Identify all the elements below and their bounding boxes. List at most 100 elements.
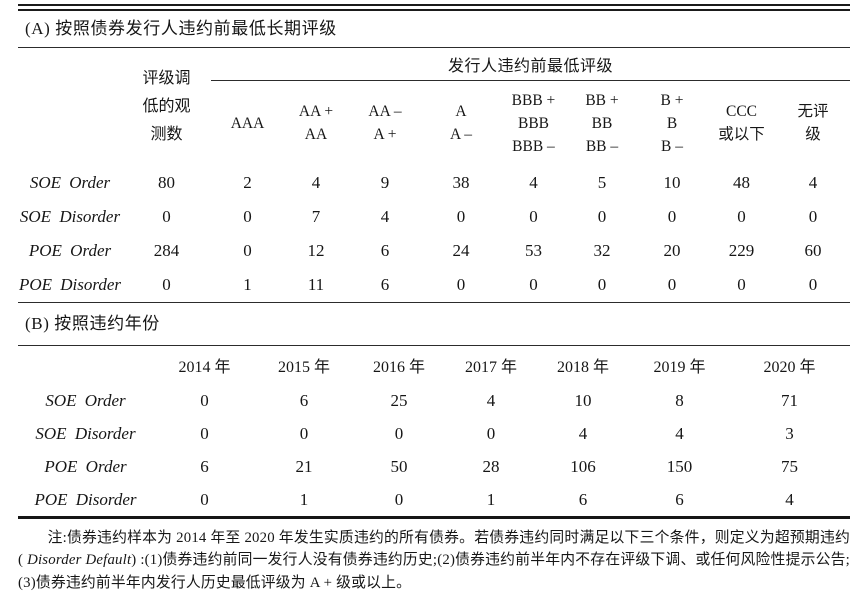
rating-column-header: CCC 或以下	[718, 103, 765, 144]
table-row-poe-disorder: POE Disorder 0 1 0 1 6 6 4	[18, 483, 850, 516]
data-cell: 229	[728, 241, 755, 260]
data-cell: 4	[486, 390, 496, 410]
data-cell: 0	[200, 423, 209, 443]
data-cell: 0	[394, 489, 404, 509]
data-cell: 0	[597, 207, 607, 226]
table-row-soe-disorder: SOE Disorder 0 0 0 0 4 4 3	[18, 417, 850, 450]
data-cell: 20	[663, 241, 681, 260]
data-cell: 7	[311, 207, 321, 226]
corner-cell	[18, 48, 122, 166]
data-cell: 9	[380, 173, 390, 192]
data-cell: 50	[390, 456, 408, 476]
row-label: POE Disorder	[34, 489, 137, 509]
row-label: POE Order	[28, 241, 112, 260]
obs-count-cell: 0	[162, 275, 171, 294]
data-cell: 25	[390, 390, 408, 410]
panel-b-title-rule	[18, 345, 850, 346]
data-cell: 8	[675, 390, 684, 410]
data-cell: 4	[380, 207, 390, 226]
obs-count-cell: 80	[158, 173, 175, 192]
row-label: SOE Disorder	[35, 423, 136, 443]
data-cell: 3	[785, 423, 794, 443]
table-bottom-rule	[18, 516, 850, 519]
data-cell: 28	[482, 456, 500, 476]
data-cell: 4	[529, 173, 538, 192]
data-cell: 0	[529, 275, 538, 294]
data-cell: 0	[597, 275, 607, 294]
data-cell: 4	[578, 423, 588, 443]
panel-a-header-row-1: 评级调 低的观 测数 发行人违约前最低评级	[18, 48, 851, 143]
data-cell: 0	[200, 390, 209, 410]
data-cell: 6	[578, 489, 588, 509]
data-cell: 12	[307, 241, 325, 260]
year-column-header: 2020 年	[763, 359, 816, 376]
table-row-poe-order: POE Order 284 0 12 6 24 53 32 20 229 60	[18, 234, 850, 268]
data-cell: 0	[299, 423, 309, 443]
panel-a-bottom-rule	[18, 302, 850, 303]
data-cell: 0	[737, 207, 746, 226]
panel-a-title: (A) 按照债券发行人违约前最低长期评级	[25, 19, 337, 38]
data-cell: 71	[781, 390, 798, 410]
note-italic-term: Disorder Default	[27, 552, 132, 569]
table-row-poe-order: POE Order 6 21 50 28 106 150 75	[18, 450, 850, 483]
row-label: SOE Order	[45, 390, 126, 410]
data-cell: 32	[593, 241, 611, 260]
panel-a-header-row-2: AAA AA + AA AA – A + A A – BBB + BBB BBB…	[18, 80, 850, 166]
data-cell: 0	[529, 207, 538, 226]
ratings-span-header: 发行人违约前最低评级	[211, 48, 851, 81]
data-cell: 6	[299, 390, 309, 410]
data-cell: 60	[804, 241, 822, 260]
rating-column-header: AAA	[230, 114, 265, 132]
rating-column-header: AA + AA	[298, 103, 334, 144]
obs-count-cell: 284	[153, 241, 180, 260]
panel-a-table: 评级调 低的观 测数 发行人违约前最低评级 AAA AA + AA AA – A…	[18, 48, 851, 302]
data-cell: 0	[486, 423, 496, 443]
data-cell: 6	[675, 489, 684, 509]
table-row-soe-order: SOE Order 80 2 4 9 38 4 5 10 48 4	[18, 166, 850, 200]
data-cell: 1	[486, 489, 496, 509]
data-cell: 106	[570, 456, 596, 476]
panel-b-title: (B) 按照违约年份	[25, 314, 160, 333]
data-cell: 0	[456, 207, 466, 226]
panel-b-header-row: 2014 年 2015 年 2016 年 2017 年 2018 年 2019 …	[18, 346, 850, 384]
year-column-header: 2014 年	[178, 359, 231, 376]
data-cell: 0	[808, 275, 818, 294]
data-cell: 1	[243, 275, 252, 294]
data-cell: 11	[307, 275, 325, 294]
rating-column-header: 无评 级	[797, 103, 829, 144]
table-row-soe-disorder: SOE Disorder 0 0 7 4 0 0 0 0 0 0	[18, 200, 850, 234]
data-cell: 150	[666, 456, 693, 476]
data-cell: 6	[380, 241, 390, 260]
obs-count-column-header: 评级调 低的观 测数	[142, 70, 191, 143]
rating-column-header: A A –	[450, 103, 472, 144]
data-cell: 5	[597, 173, 607, 192]
year-column-header: 2016 年	[372, 359, 425, 376]
data-cell: 0	[667, 275, 677, 294]
rating-column-header: AA – A +	[368, 103, 402, 144]
panel-a-title-rule	[18, 47, 850, 48]
data-cell: 6	[380, 275, 390, 294]
note-text-part2: ) :(1)债券违约前同一发行人没有债券违约历史;(2)债券违约前半年内不存在评…	[18, 552, 850, 591]
data-cell: 4	[311, 173, 321, 192]
data-cell: 38	[452, 173, 470, 192]
data-cell: 0	[737, 275, 746, 294]
year-column-header: 2019 年	[653, 359, 706, 376]
data-cell: 0	[456, 275, 466, 294]
data-cell: 4	[675, 423, 684, 443]
table-note: 注:债券违约样本为 2014 年至 2020 年发生实质违约的所有债券。若债券违…	[18, 527, 850, 594]
row-label: POE Order	[44, 456, 127, 476]
top-double-rule	[18, 4, 850, 11]
table-row-poe-disorder: POE Disorder 0 1 11 6 0 0 0 0 0 0	[18, 268, 850, 302]
data-cell: 2	[243, 173, 252, 192]
data-cell: 4	[785, 489, 794, 509]
rating-column-header: BBB + BBB BBB –	[511, 91, 556, 155]
table-row-soe-order: SOE Order 0 6 25 4 10 8 71	[18, 384, 850, 417]
corner-cell	[18, 346, 153, 384]
data-cell: 6	[200, 456, 209, 476]
data-cell: 48	[733, 173, 750, 192]
data-cell: 0	[243, 207, 252, 226]
data-cell: 0	[200, 489, 209, 509]
row-label: POE Disorder	[18, 275, 122, 294]
data-cell: 75	[781, 456, 798, 476]
